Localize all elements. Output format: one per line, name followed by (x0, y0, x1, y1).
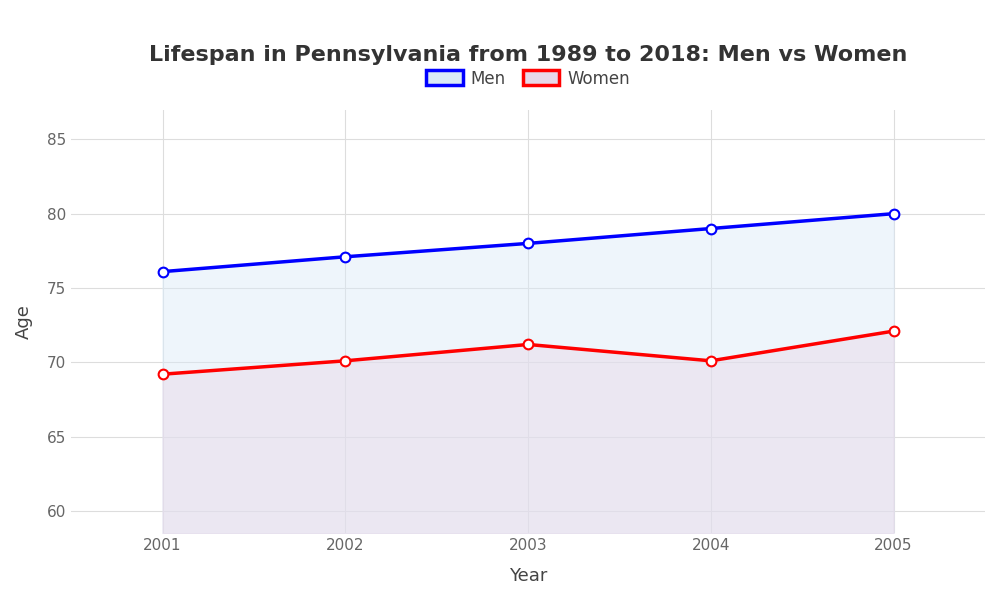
Legend: Men, Women: Men, Women (419, 63, 637, 94)
Title: Lifespan in Pennsylvania from 1989 to 2018: Men vs Women: Lifespan in Pennsylvania from 1989 to 20… (149, 45, 907, 65)
Y-axis label: Age: Age (15, 304, 33, 339)
X-axis label: Year: Year (509, 567, 547, 585)
